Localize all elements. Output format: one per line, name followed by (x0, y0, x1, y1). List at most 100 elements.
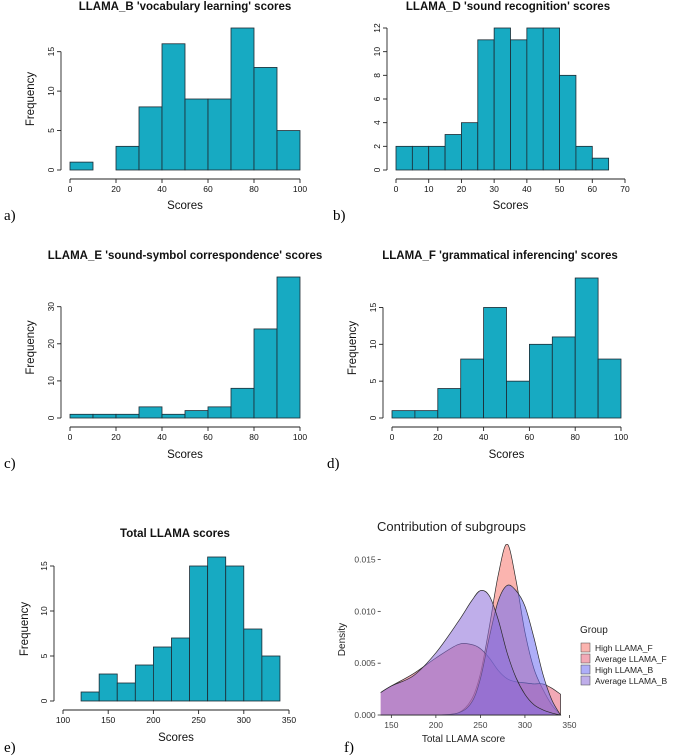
y-tick-label: 15 (368, 302, 378, 312)
y-tick-label: 0.000 (354, 710, 376, 720)
panel-label: b) (333, 208, 346, 224)
bar (395, 145, 413, 171)
bar (437, 388, 462, 419)
chart-title: LLAMA_E 'sound-symbol correspondence' sc… (48, 250, 323, 262)
x-tick-label: 150 (384, 720, 398, 730)
bar (230, 387, 255, 419)
chart-title: Total LLAMA scores (120, 528, 230, 540)
bar (483, 307, 507, 419)
histogram-panel-d: LLAMA_F 'grammatical inferencing' scores… (327, 250, 628, 472)
x-axis-label: Scores (489, 449, 525, 461)
bar (461, 122, 479, 171)
x-tick-label: 100 (614, 432, 628, 442)
y-tick-label: 15 (39, 561, 49, 571)
x-tick-label: 150 (101, 715, 115, 725)
bar (460, 358, 485, 419)
y-tick-label: 8 (372, 73, 382, 78)
x-tick-label: 20 (111, 432, 121, 442)
x-axis-label: Total LLAMA score (422, 734, 506, 745)
x-tick-label: 40 (157, 432, 167, 442)
y-tick-label: 6 (372, 96, 382, 101)
y-tick-label: 15 (46, 47, 56, 57)
bar (253, 67, 278, 171)
bar (526, 27, 544, 171)
bar (574, 277, 599, 419)
bar (184, 98, 209, 171)
bar (69, 413, 94, 419)
x-tick-label: 60 (588, 184, 598, 194)
x-tick-label: 80 (249, 184, 259, 194)
y-tick-label: 10 (46, 376, 56, 386)
chart-title: Contribution of subgroups (377, 519, 526, 534)
bar (134, 664, 154, 702)
y-tick-label: 20 (46, 339, 56, 349)
bar (261, 655, 281, 702)
bar (444, 134, 462, 171)
y-axis-label: Frequency (25, 320, 37, 375)
y-tick-label: 30 (46, 302, 56, 312)
x-tick-label: 200 (146, 715, 160, 725)
chart-title: LLAMA_F 'grammatical inferencing' scores (382, 250, 618, 262)
bar (243, 628, 263, 702)
bar (92, 413, 117, 419)
x-tick-label: 0 (68, 432, 73, 442)
x-tick-label: 80 (570, 432, 580, 442)
y-tick-label: 5 (368, 379, 378, 384)
y-tick-label: 4 (372, 120, 382, 125)
bar (529, 343, 553, 419)
bar (152, 646, 172, 702)
x-tick-label: 40 (157, 184, 167, 194)
bar (161, 43, 186, 171)
y-tick-label: 10 (46, 86, 56, 96)
panel-label: f) (344, 740, 354, 756)
y-tick-label: 5 (39, 653, 49, 658)
x-tick-label: 0 (394, 184, 399, 194)
bar (207, 556, 227, 702)
x-tick-label: 100 (293, 184, 307, 194)
panel-label: a) (4, 208, 16, 224)
bar (115, 413, 140, 419)
bar (428, 145, 446, 171)
bar (559, 74, 577, 171)
bar (575, 145, 593, 171)
bar (207, 98, 232, 171)
x-axis-label: Scores (167, 449, 203, 461)
x-tick-label: 100 (56, 715, 70, 725)
y-tick-label: 5 (46, 128, 56, 133)
x-axis-label: Scores (167, 200, 203, 212)
x-tick-label: 300 (518, 720, 532, 730)
bar (591, 157, 610, 171)
bar (184, 410, 209, 419)
bar (391, 410, 416, 419)
x-tick-label: 80 (249, 432, 259, 442)
y-tick-label: 0 (39, 698, 49, 703)
bar (542, 27, 560, 171)
bar (477, 39, 495, 171)
bar (253, 328, 278, 419)
bar (189, 565, 209, 702)
panel-label: e) (4, 740, 16, 756)
x-tick-label: 0 (68, 184, 73, 194)
bar (115, 145, 140, 171)
density-area-average-llama-b (380, 590, 561, 716)
y-axis-label: Frequency (347, 321, 359, 376)
x-tick-label: 350 (282, 715, 296, 725)
bar (414, 410, 439, 419)
chart-title: LLAMA_B 'vocabulary learning' scores (79, 1, 292, 13)
x-tick-label: 10 (424, 184, 434, 194)
x-tick-label: 60 (203, 184, 213, 194)
y-tick-label: 0 (46, 415, 56, 420)
x-tick-label: 50 (555, 184, 565, 194)
bar (510, 39, 528, 171)
x-tick-label: 300 (237, 715, 251, 725)
legend-title: Group (580, 625, 608, 636)
x-tick-label: 20 (111, 184, 121, 194)
bar (171, 637, 190, 702)
y-axis-label: Frequency (19, 602, 31, 657)
y-tick-label: 0.010 (354, 606, 376, 616)
bar (276, 130, 301, 171)
bar (597, 358, 622, 419)
legend-entry: High LLAMA_F (595, 643, 653, 653)
y-tick-label: 0.005 (354, 658, 376, 668)
